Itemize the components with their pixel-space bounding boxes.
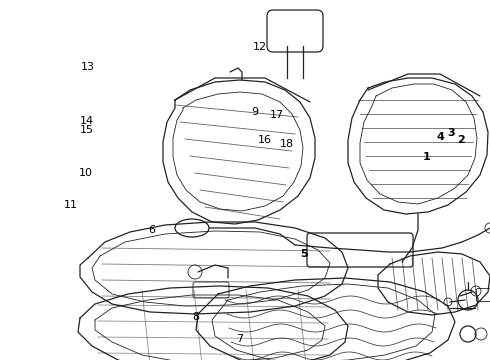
Text: 13: 13 xyxy=(81,62,95,72)
Text: 17: 17 xyxy=(270,110,284,120)
Text: 7: 7 xyxy=(237,334,244,344)
Text: 11: 11 xyxy=(64,200,78,210)
Text: 12: 12 xyxy=(253,42,267,52)
Text: 1: 1 xyxy=(422,152,430,162)
Text: 2: 2 xyxy=(457,135,465,145)
Text: 10: 10 xyxy=(79,168,93,178)
Text: 18: 18 xyxy=(280,139,294,149)
Text: 15: 15 xyxy=(80,125,94,135)
Text: 3: 3 xyxy=(447,128,455,138)
Text: 5: 5 xyxy=(300,249,308,259)
Text: 4: 4 xyxy=(436,132,444,142)
Text: 16: 16 xyxy=(258,135,271,145)
Text: 14: 14 xyxy=(80,116,94,126)
Text: 6: 6 xyxy=(148,225,155,235)
Text: 9: 9 xyxy=(251,107,258,117)
Text: 8: 8 xyxy=(193,312,199,322)
